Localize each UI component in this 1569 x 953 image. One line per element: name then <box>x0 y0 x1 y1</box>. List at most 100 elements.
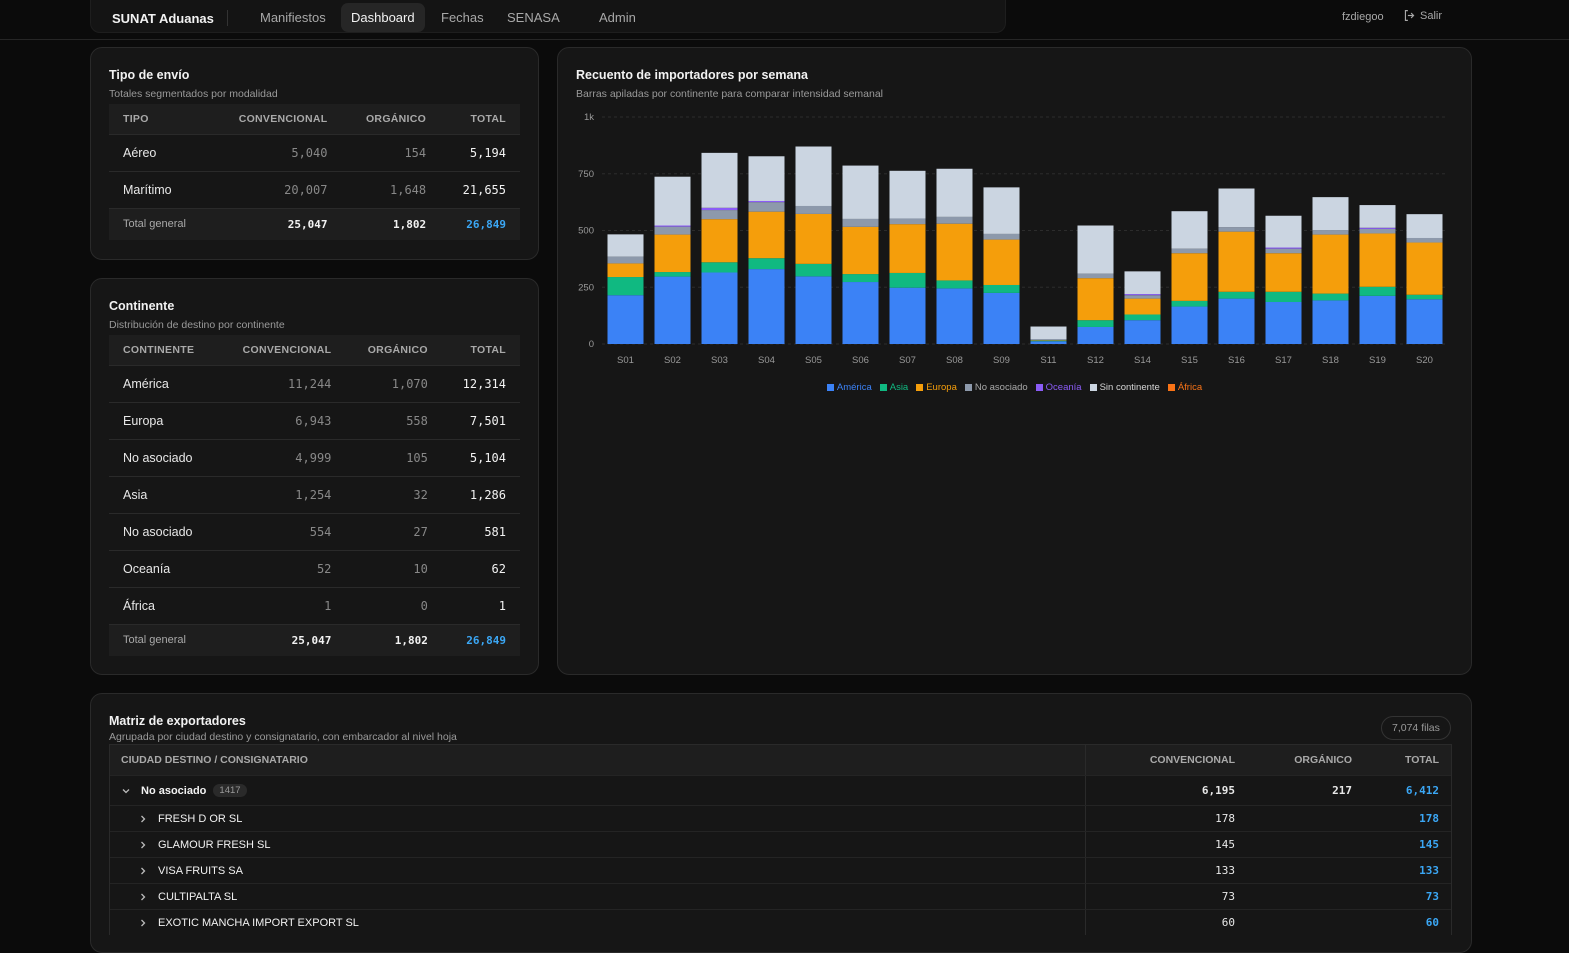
bar-segment-asia[interactable] <box>890 273 926 288</box>
bar-segment-asia[interactable] <box>1360 287 1396 296</box>
bar-segment-asia[interactable] <box>1031 341 1067 342</box>
col-header-total[interactable]: TOTAL <box>442 335 520 365</box>
legend-item[interactable]: Asia <box>880 382 908 393</box>
bar-segment-sin-continente[interactable] <box>749 156 785 201</box>
brand-logo[interactable]: SUNAT Aduanas <box>112 11 214 26</box>
bar-segment-no-asociado[interactable] <box>984 234 1020 240</box>
bar-segment-sin-continente[interactable] <box>1407 214 1443 238</box>
logout-button[interactable]: Salir <box>1403 9 1442 22</box>
bar-segment-asia[interactable] <box>1219 292 1255 299</box>
bar-segment-no-asociado[interactable] <box>702 210 738 219</box>
bar-segment-américa[interactable] <box>1360 296 1396 344</box>
bar-segment-no-asociado[interactable] <box>1172 249 1208 254</box>
bar-segment-sin-continente[interactable] <box>796 147 832 206</box>
chevron-down-icon[interactable] <box>121 786 131 796</box>
bar-segment-sin-continente[interactable] <box>1360 205 1396 228</box>
bar-segment-no-asociado[interactable] <box>937 217 973 224</box>
bar-segment-sin-continente[interactable] <box>1125 271 1161 294</box>
bar-segment-américa[interactable] <box>1078 327 1114 344</box>
bar-segment-no-asociado[interactable] <box>1266 249 1302 254</box>
bar-segment-asia[interactable] <box>984 285 1020 293</box>
chevron-right-icon[interactable] <box>138 918 148 928</box>
col-header-convencional[interactable]: CONVENCIONAL <box>1150 745 1235 775</box>
bar-segment-no-asociado[interactable] <box>1407 238 1443 243</box>
col-header-organico[interactable]: ORGÁNICO <box>341 104 440 134</box>
nav-item-manifiestos[interactable]: Manifiestos <box>250 3 336 32</box>
col-header-total[interactable]: TOTAL <box>1405 745 1439 775</box>
bar-segment-sin-continente[interactable] <box>655 177 691 226</box>
bar-segment-no-asociado[interactable] <box>890 218 926 224</box>
group-row[interactable]: No asociado 1417 6,195 217 6,412 <box>110 775 1451 805</box>
bar-segment-oceanía[interactable] <box>702 208 738 210</box>
bar-segment-américa[interactable] <box>749 269 785 344</box>
bar-segment-oceanía[interactable] <box>1266 248 1302 249</box>
bar-segment-europa[interactable] <box>796 214 832 264</box>
bar-segment-europa[interactable] <box>1266 253 1302 292</box>
chevron-right-icon[interactable] <box>138 866 148 876</box>
bar-segment-américa[interactable] <box>1407 299 1443 344</box>
bar-segment-no-asociado[interactable] <box>749 202 785 212</box>
bar-segment-américa[interactable] <box>1266 302 1302 344</box>
bar-segment-no-asociado[interactable] <box>608 257 644 264</box>
bar-segment-américa[interactable] <box>796 276 832 344</box>
legend-item[interactable]: América <box>827 382 872 393</box>
bar-segment-américa[interactable] <box>608 295 644 344</box>
bar-segment-europa[interactable] <box>655 235 691 272</box>
bar-segment-asia[interactable] <box>1078 320 1114 327</box>
bar-segment-no-asociado[interactable] <box>1313 230 1349 235</box>
bar-segment-oceanía[interactable] <box>655 226 691 227</box>
bar-segment-europa[interactable] <box>843 227 879 274</box>
bar-segment-europa[interactable] <box>984 240 1020 285</box>
bar-segment-américa[interactable] <box>890 288 926 344</box>
bar-segment-no-asociado[interactable] <box>1219 227 1255 232</box>
col-header-convencional[interactable]: CONVENCIONAL <box>211 104 342 134</box>
bar-segment-no-asociado[interactable] <box>796 206 832 214</box>
bar-segment-asia[interactable] <box>655 272 691 277</box>
bar-segment-oceanía[interactable] <box>749 201 785 202</box>
bar-segment-sin-continente[interactable] <box>1219 189 1255 228</box>
bar-segment-europa[interactable] <box>608 263 644 277</box>
bar-segment-américa[interactable] <box>702 272 738 344</box>
bar-segment-no-asociado[interactable] <box>1078 274 1114 279</box>
bar-segment-américa[interactable] <box>843 282 879 344</box>
bar-segment-sin-continente[interactable] <box>1313 197 1349 230</box>
legend-item[interactable]: Oceanía <box>1036 382 1082 393</box>
col-header-convencional[interactable]: CONVENCIONAL <box>218 335 346 365</box>
bar-segment-sin-continente[interactable] <box>702 153 738 208</box>
bar-segment-asia[interactable] <box>749 258 785 269</box>
bar-segment-asia[interactable] <box>608 277 644 295</box>
bar-segment-américa[interactable] <box>1172 307 1208 344</box>
legend-item[interactable]: No asociado <box>965 382 1028 393</box>
bar-segment-europa[interactable] <box>1172 253 1208 301</box>
bar-segment-sin-continente[interactable] <box>984 187 1020 234</box>
chevron-right-icon[interactable] <box>138 892 148 902</box>
bar-segment-asia[interactable] <box>1313 294 1349 301</box>
bar-segment-europa[interactable] <box>749 212 785 259</box>
col-header-continente[interactable]: CONTINENTE <box>109 335 218 365</box>
bar-segment-sin-continente[interactable] <box>1172 211 1208 248</box>
bar-segment-sin-continente[interactable] <box>1266 216 1302 248</box>
bar-segment-no-asociado[interactable] <box>1360 229 1396 234</box>
bar-segment-sin-continente[interactable] <box>1078 226 1114 274</box>
bar-segment-asia[interactable] <box>1407 295 1443 300</box>
bar-segment-sin-continente[interactable] <box>1031 327 1067 339</box>
chevron-right-icon[interactable] <box>138 814 148 824</box>
bar-segment-américa[interactable] <box>1313 300 1349 344</box>
bar-segment-sin-continente[interactable] <box>890 171 926 219</box>
bar-segment-europa[interactable] <box>1407 243 1443 295</box>
bar-segment-américa[interactable] <box>937 288 973 344</box>
bar-segment-asia[interactable] <box>702 262 738 272</box>
nav-item-admin[interactable]: Admin <box>589 3 646 32</box>
bar-segment-europa[interactable] <box>1360 233 1396 286</box>
bar-segment-sin-continente[interactable] <box>608 234 644 256</box>
bar-segment-oceanía[interactable] <box>1360 228 1396 229</box>
bar-segment-américa[interactable] <box>1031 341 1067 344</box>
bar-segment-asia[interactable] <box>937 280 973 288</box>
bar-segment-europa[interactable] <box>1313 235 1349 294</box>
col-header-tipo[interactable]: TIPO <box>109 104 211 134</box>
bar-segment-no-asociado[interactable] <box>1031 339 1067 340</box>
